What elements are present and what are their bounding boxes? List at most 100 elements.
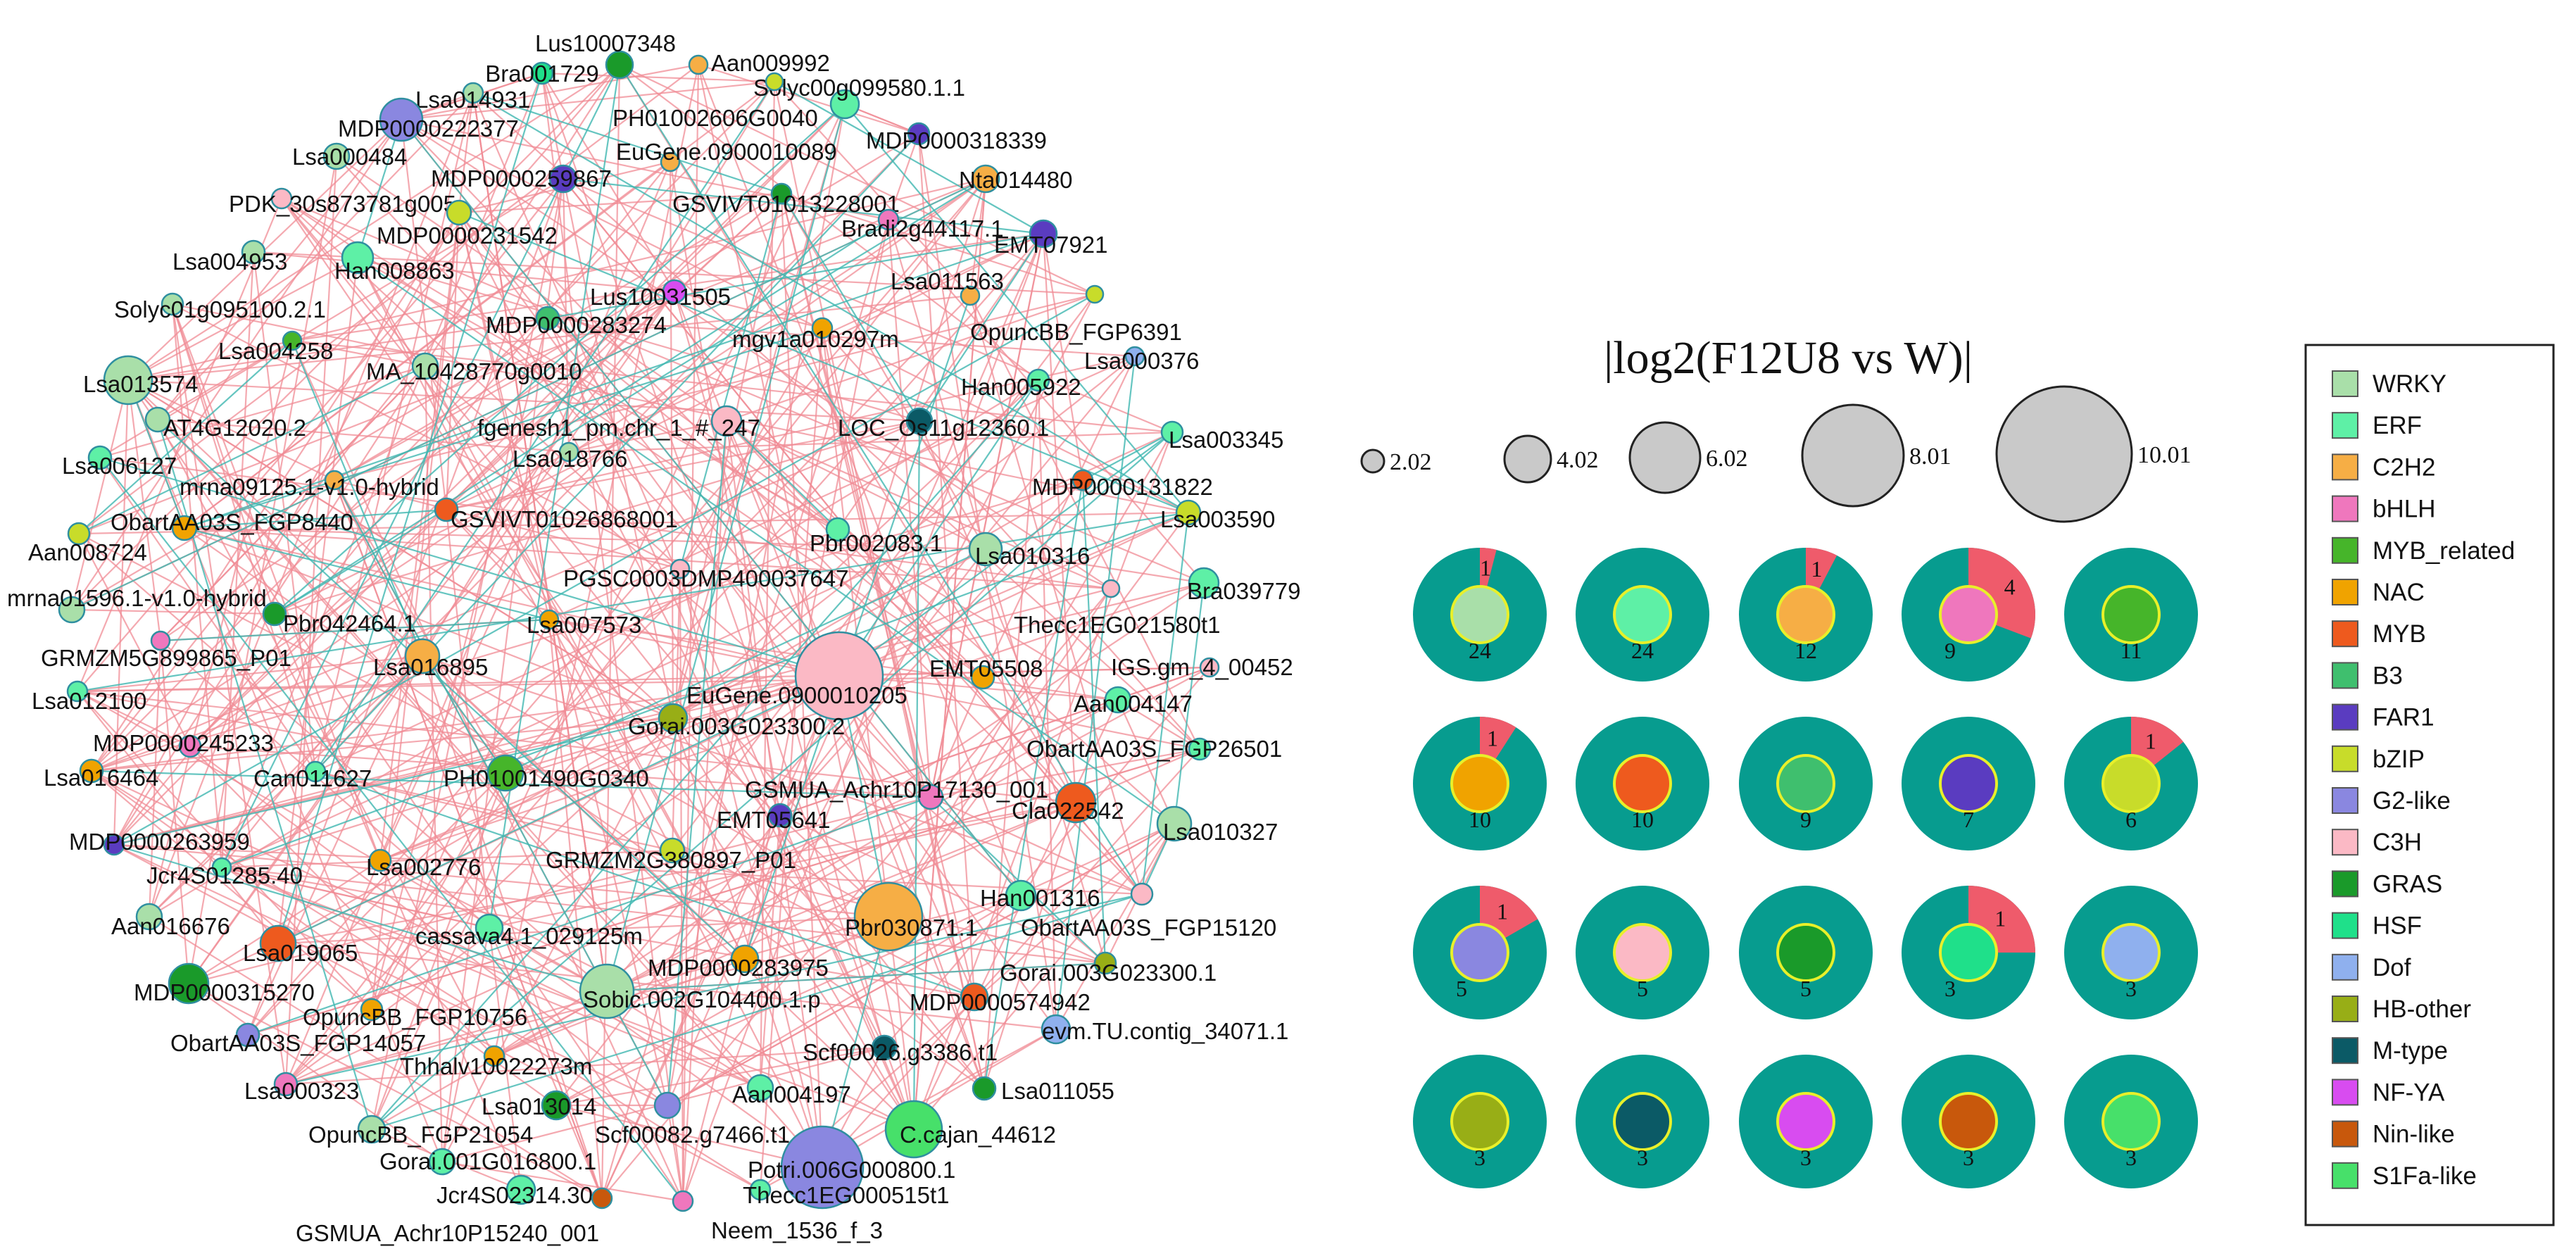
- node-at4g12020-2[interactable]: AT4G12020.2: [144, 406, 306, 441]
- node-mrna09125-1-v1-0-hybrid[interactable]: mrna09125.1-v1.0-hybrid: [180, 470, 439, 500]
- node-lsa002776[interactable]: Lsa002776: [366, 848, 481, 880]
- node-emt05641[interactable]: EMT05641: [717, 803, 830, 833]
- node-fgenesh1-pm-chr-1-247[interactable]: fgenesh1_pm.chr_1_#_247: [477, 405, 760, 441]
- node-mdp0000283274[interactable]: MDP0000283274: [486, 306, 667, 338]
- node-mdp0000259867[interactable]: MDP0000259867: [431, 164, 612, 194]
- node-pbr030871-1[interactable]: Pbr030871.1: [845, 881, 978, 952]
- node-mgv1a010297m[interactable]: mgv1a010297m: [732, 317, 899, 352]
- node-scf00082-g7466-t1[interactable]: Scf00082.g7466.t1: [595, 1091, 790, 1148]
- node-lsa004953[interactable]: Lsa004953: [172, 239, 287, 275]
- node-han008863[interactable]: Han008863: [334, 241, 455, 284]
- node-lsa010327[interactable]: Lsa010327: [1156, 805, 1278, 845]
- node-aan004197[interactable]: Aan004197: [732, 1074, 851, 1107]
- node-cla022542[interactable]: Cla022542: [1012, 781, 1124, 824]
- node-lus10007348[interactable]: Lus10007348: [535, 30, 676, 80]
- node-emt07921[interactable]: EMT07921: [994, 219, 1107, 258]
- node-opuncbb-fgp21054[interactable]: OpuncBB_FGP21054: [308, 1114, 533, 1148]
- node-han005922[interactable]: Han005922: [961, 368, 1081, 400]
- node-c-cajan-44612[interactable]: C.cajan_44612: [884, 1100, 1056, 1159]
- node-gsvivt01013228001[interactable]: GSVIVT01013228001: [672, 182, 900, 217]
- node-lsa013574[interactable]: Lsa013574: [83, 355, 198, 406]
- node-mdp0000318339[interactable]: MDP0000318339: [866, 122, 1047, 153]
- node-mdp0000283975[interactable]: MDP0000283975: [648, 944, 829, 981]
- node-bradi2g44117-1[interactable]: Bradi2g44117.1: [841, 208, 1004, 241]
- node-can011627[interactable]: Can011627: [253, 760, 372, 791]
- node-ph01002606g0040[interactable]: PH01002606G0040: [612, 72, 818, 131]
- node-lsa016895[interactable]: Lsa016895: [373, 638, 488, 680]
- node-lsa004258[interactable]: Lsa004258: [218, 330, 333, 364]
- node-grmzm5g899865-p01[interactable]: GRMZM5G899865_P01: [41, 630, 291, 671]
- node-jcr4s01285-40[interactable]: Jcr4S01285.40: [146, 857, 303, 888]
- node-eugene-0900010089[interactable]: EuGene.0900010089: [616, 139, 837, 172]
- node-aan004147[interactable]: Aan004147: [1074, 686, 1193, 717]
- node-eugene-0900010205[interactable]: EuGene.0900010205: [686, 631, 907, 721]
- node-obartaa03s-fgp14057[interactable]: ObartAA03S_FGP14057: [170, 1022, 426, 1056]
- node-gorai-003g023300-1[interactable]: Gorai.003G023300.1: [1000, 951, 1217, 986]
- node-thecc1eg021580t1[interactable]: Thecc1EG021580t1: [1014, 579, 1221, 638]
- node-potri-006g000800-1[interactable]: Potri.006G000800.1: [748, 1125, 955, 1210]
- node-lsa016464[interactable]: Lsa016464: [44, 758, 158, 791]
- node-aan016676[interactable]: Aan016676: [111, 903, 230, 939]
- node-gorai-003g023300-2[interactable]: Gorai.003G023300.2: [628, 703, 845, 739]
- node-jcr4s02314-30[interactable]: Jcr4S02314.30: [436, 1174, 593, 1208]
- node-mdp0000263959[interactable]: MDP0000263959: [69, 829, 250, 856]
- node-gsmua-achr10p17130-001[interactable]: GSMUA_Achr10P17130_001: [745, 777, 1048, 810]
- node-igs-gm-4-00452[interactable]: IGS.gm_4_00452: [1111, 654, 1293, 680]
- node-lsa019065[interactable]: Lsa019065: [243, 924, 358, 966]
- node-sobic-002g104400-1-p[interactable]: Sobic.002G104400.1.p: [579, 963, 821, 1019]
- node-aan008724[interactable]: Aan008724: [28, 522, 147, 565]
- node-lsa003590[interactable]: Lsa003590: [1160, 499, 1275, 532]
- node-lsa010316[interactable]: Lsa010316: [968, 532, 1090, 569]
- node-solyc01g095100-2-1[interactable]: Solyc01g095100.2.1: [114, 292, 326, 322]
- node-mrna01596-1-v1-0-hybrid[interactable]: mrna01596.1-v1.0-hybrid: [7, 585, 267, 624]
- node-mdp0000315270[interactable]: MDP0000315270: [134, 962, 315, 1005]
- node-evm-tu-contig-34071-1[interactable]: evm.TU.contig_34071.1: [1041, 1014, 1288, 1045]
- node-gsvivt01026868001[interactable]: GSVIVT01026868001: [434, 497, 678, 532]
- node-lsa000376[interactable]: Lsa000376: [1084, 346, 1199, 374]
- node-lsa013014[interactable]: Lsa013014: [482, 1090, 596, 1121]
- node-mdp0000131822[interactable]: MDP0000131822: [1032, 469, 1213, 500]
- node-lsa000323[interactable]: Lsa000323: [244, 1072, 359, 1104]
- node-mdp0000574942[interactable]: MDP0000574942: [910, 982, 1091, 1015]
- node-loc-os11g12360-1[interactable]: LOC_Os11g12360.1: [838, 407, 1049, 441]
- node-obartaa03s-fgp8440[interactable]: ObartAA03S_FGP8440: [111, 509, 353, 541]
- node-mdp0000245233[interactable]: MDP0000245233: [93, 730, 274, 758]
- node-lsa014931[interactable]: Lsa014931: [415, 82, 530, 113]
- node-pbr042464-1[interactable]: Pbr042464.1: [262, 601, 416, 636]
- node-cassava4-1-029125m[interactable]: cassava4.1_029125m: [415, 913, 643, 949]
- node-neem-1536-f-3[interactable]: Neem_1536_f_3: [672, 1190, 883, 1243]
- node-ph01001490g0340[interactable]: PH01001490G0340: [444, 754, 649, 792]
- node-grmzm2g380897-p01[interactable]: GRMZM2G380897_P01: [546, 837, 796, 873]
- node-lsa012100[interactable]: Lsa012100: [32, 680, 146, 714]
- node-mdp0000231542[interactable]: MDP0000231542: [377, 199, 558, 249]
- node-emt05508[interactable]: EMT05508: [929, 655, 1043, 690]
- node-pgsc0003dmp400037647[interactable]: PGSC0003DMP400037647: [563, 558, 848, 591]
- node-thhalv10022273m[interactable]: Thhalv10022273m: [400, 1045, 592, 1079]
- node-solyc00g099580-1-1[interactable]: Solyc00g099580.1.1: [753, 75, 965, 120]
- node-obartaa03s-fgp26501[interactable]: ObartAA03S_FGP26501: [1026, 736, 1282, 762]
- node-lsa006127[interactable]: Lsa006127: [62, 445, 177, 479]
- node-obartaa03s-fgp15120[interactable]: ObartAA03S_FGP15120: [1021, 882, 1276, 941]
- node-gsmua-achr10p15240-001[interactable]: GSMUA_Achr10P15240_001: [296, 1187, 613, 1246]
- node-pbr002083-1[interactable]: Pbr002083.1: [810, 517, 943, 556]
- node-lus10031505[interactable]: Lus10031505: [590, 279, 731, 310]
- node-scf00026-g3386-t1[interactable]: Scf00026.g3386.t1: [803, 1034, 998, 1065]
- node-han001316[interactable]: Han001316: [980, 879, 1100, 912]
- node-lsa011563[interactable]: Lsa011563: [891, 268, 1004, 306]
- node-lsa011055[interactable]: Lsa011055: [972, 1076, 1114, 1104]
- node-opuncbb-fgp10756[interactable]: OpuncBB_FGP10756: [303, 998, 527, 1030]
- node-lsa000484[interactable]: Lsa000484: [292, 142, 407, 170]
- node-bra001729[interactable]: Bra001729: [485, 61, 598, 87]
- node-ma-10428770g0010[interactable]: MA_10428770g0010: [366, 352, 582, 384]
- node-pdk-30s873781g005[interactable]: PDK_30s873781g005: [229, 187, 456, 217]
- node-bra039779[interactable]: Bra039779: [1187, 567, 1300, 604]
- node-lsa018766[interactable]: Lsa018766: [513, 441, 627, 472]
- node-aan009992[interactable]: Aan009992: [688, 50, 830, 76]
- node-thecc1eg000515t1[interactable]: Thecc1EG000515t1: [743, 1179, 950, 1208]
- node-opuncbb-fgp6391[interactable]: OpuncBB_FGP6391: [970, 284, 1182, 345]
- node-nta014480[interactable]: Nta014480: [959, 164, 1072, 194]
- node-mdp0000222377[interactable]: MDP0000222377: [338, 97, 519, 142]
- node-gorai-001g016800-1[interactable]: Gorai.001G016800.1: [379, 1148, 596, 1176]
- node-lsa007573[interactable]: Lsa007573: [527, 609, 641, 638]
- node-lsa003345[interactable]: Lsa003345: [1160, 420, 1283, 453]
